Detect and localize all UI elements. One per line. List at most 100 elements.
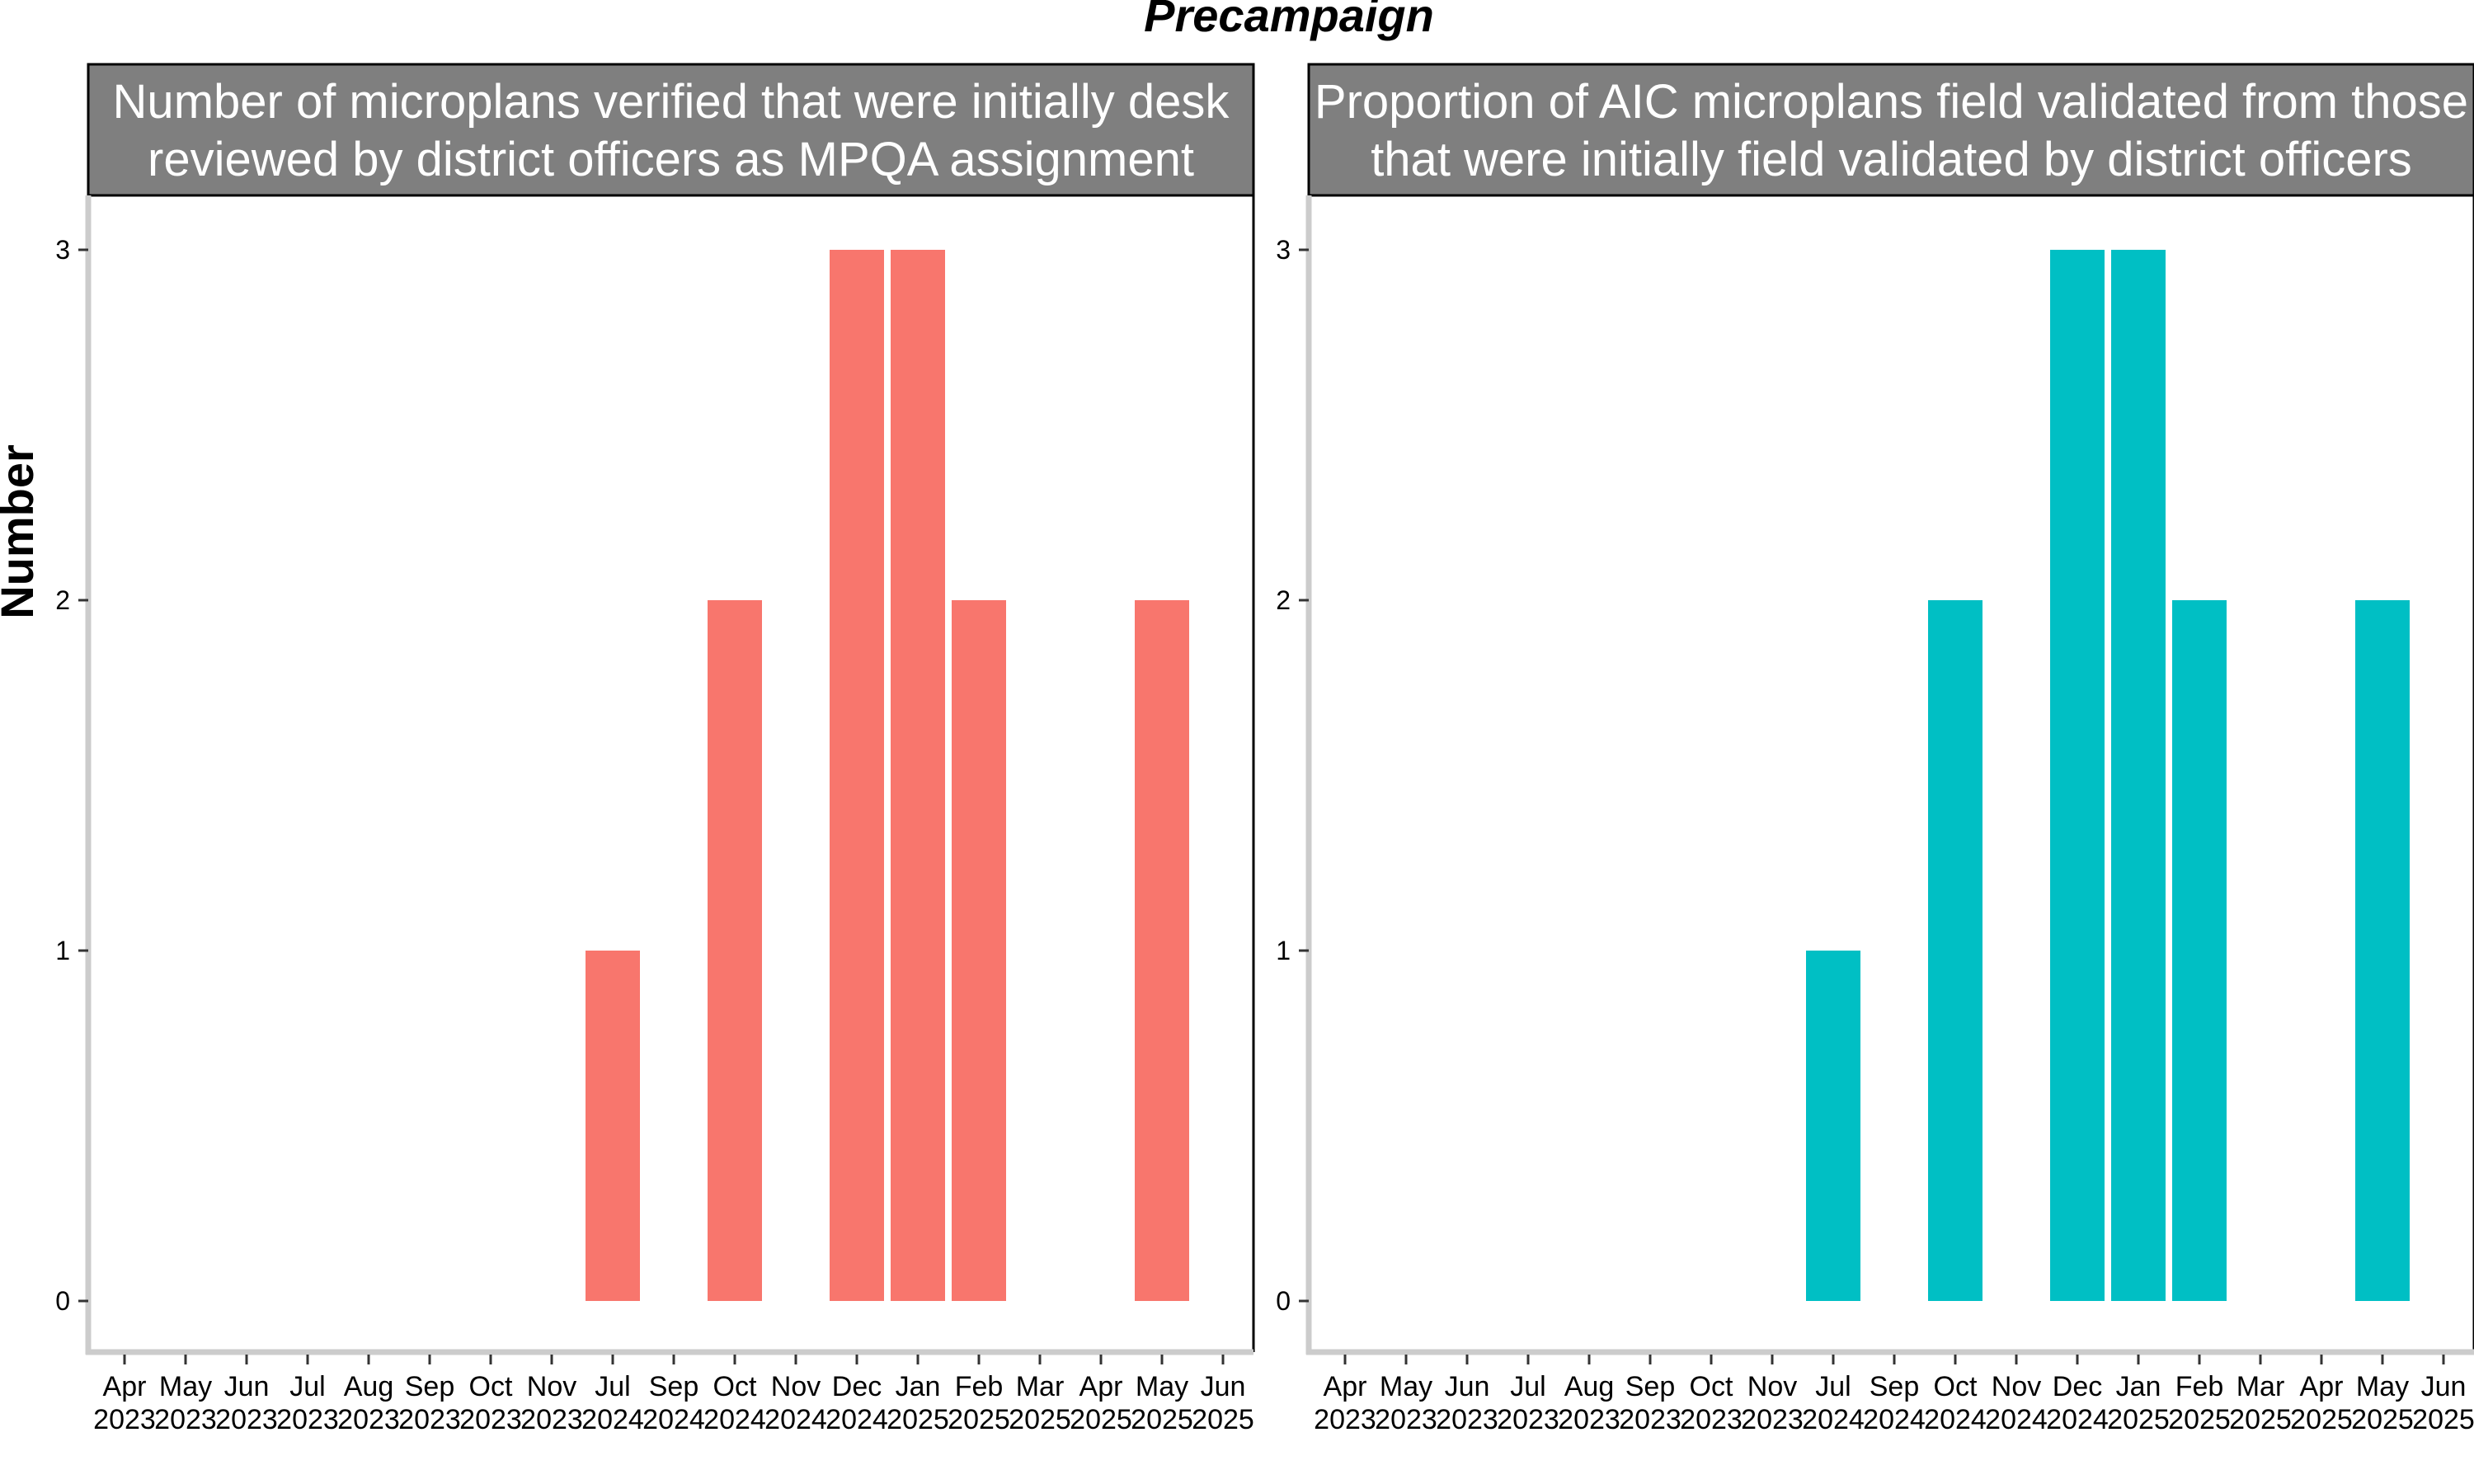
y-tick-label: 3 bbox=[1276, 235, 1291, 265]
facet-panel-2: Proportion of AIC microplans field valid… bbox=[1276, 63, 2474, 1435]
x-tick-label-year: 2023 bbox=[1558, 1404, 1620, 1435]
x-tick-label-year: 2023 bbox=[337, 1404, 400, 1435]
x-tick-label-year: 2023 bbox=[93, 1404, 156, 1435]
x-tick-label-month: Sep bbox=[649, 1371, 699, 1402]
x-tick-label-month: Mar bbox=[1016, 1371, 1065, 1402]
bar-jul-2024 bbox=[1806, 951, 1860, 1301]
x-tick-label-month: Jan bbox=[896, 1371, 941, 1402]
y-tick-label: 2 bbox=[55, 585, 70, 615]
x-tick-label-month: Apr bbox=[103, 1371, 147, 1402]
bar-jan-2025 bbox=[891, 250, 945, 1301]
facet-strip bbox=[1307, 63, 2474, 197]
x-tick-label-year: 2023 bbox=[1619, 1404, 1681, 1435]
x-tick-label-month: Jul bbox=[1815, 1371, 1851, 1402]
x-tick-label-month: Dec bbox=[832, 1371, 882, 1402]
x-tick-label-year: 2025 bbox=[2107, 1404, 2170, 1435]
x-tick-label-year: 2023 bbox=[1314, 1404, 1376, 1435]
facet-title-line: Number of microplans verified that were … bbox=[113, 75, 1230, 129]
x-tick-label-month: Oct bbox=[1690, 1371, 1733, 1402]
x-tick-label-month: Sep bbox=[1625, 1371, 1676, 1402]
bar-dec-2024 bbox=[830, 250, 884, 1301]
x-tick-label-month: Nov bbox=[771, 1371, 821, 1402]
x-tick-label-year: 2023 bbox=[276, 1404, 339, 1435]
y-tick-label: 2 bbox=[1276, 585, 1291, 615]
x-tick-label-month: Nov bbox=[527, 1371, 576, 1402]
x-tick-label-year: 2023 bbox=[1436, 1404, 1498, 1435]
x-tick-label-year: 2024 bbox=[1924, 1404, 1987, 1435]
bar-dec-2024 bbox=[2050, 250, 2105, 1301]
bar-may-2025 bbox=[2355, 600, 2410, 1301]
x-tick-label-year: 2024 bbox=[642, 1404, 705, 1435]
x-tick-label-year: 2024 bbox=[1802, 1404, 1865, 1435]
x-tick-label-year: 2023 bbox=[154, 1404, 217, 1435]
x-tick-label-month: Mar bbox=[2236, 1371, 2285, 1402]
x-tick-label-month: Sep bbox=[1870, 1371, 1920, 1402]
bar-may-2025 bbox=[1135, 600, 1189, 1301]
x-tick-label-year: 2023 bbox=[459, 1404, 522, 1435]
x-tick-label-year: 2023 bbox=[1741, 1404, 1804, 1435]
x-tick-label-year: 2025 bbox=[2168, 1404, 2231, 1435]
x-tick-label-year: 2024 bbox=[825, 1404, 888, 1435]
x-tick-label-month: Jun bbox=[1201, 1371, 1246, 1402]
x-tick-label-month: Jul bbox=[595, 1371, 630, 1402]
x-tick-label-year: 2023 bbox=[215, 1404, 278, 1435]
x-tick-label-month: Aug bbox=[344, 1371, 394, 1402]
x-tick-label-month: Jan bbox=[2116, 1371, 2161, 1402]
x-tick-label-month: Sep bbox=[405, 1371, 455, 1402]
x-tick-label-year: 2024 bbox=[581, 1404, 644, 1435]
x-tick-label-month: Apr bbox=[1079, 1371, 1123, 1402]
facet-panel-1: Number of microplans verified that were … bbox=[55, 63, 1255, 1435]
x-tick-label-month: Feb bbox=[955, 1371, 1004, 1402]
x-tick-label-month: Jun bbox=[1445, 1371, 1490, 1402]
x-tick-label-month: May bbox=[1136, 1371, 1188, 1402]
x-tick-label-year: 2023 bbox=[398, 1404, 461, 1435]
x-tick-label-year: 2025 bbox=[887, 1404, 949, 1435]
bar-oct-2024 bbox=[708, 600, 762, 1301]
x-tick-label-year: 2025 bbox=[2229, 1404, 2292, 1435]
x-tick-label-year: 2023 bbox=[520, 1404, 583, 1435]
x-tick-label-year: 2023 bbox=[1680, 1404, 1743, 1435]
x-tick-label-month: Nov bbox=[1747, 1371, 1797, 1402]
chart-title: Precampaign bbox=[1144, 0, 1434, 41]
x-tick-label-month: May bbox=[1380, 1371, 1432, 1402]
x-tick-label-month: Oct bbox=[1934, 1371, 1978, 1402]
x-tick-label-month: Jul bbox=[1510, 1371, 1545, 1402]
x-tick-label-year: 2025 bbox=[1131, 1404, 1193, 1435]
x-tick-label-month: May bbox=[2356, 1371, 2409, 1402]
x-tick-label-year: 2024 bbox=[703, 1404, 766, 1435]
x-tick-label-month: Jun bbox=[2421, 1371, 2467, 1402]
x-tick-label-month: Jul bbox=[289, 1371, 325, 1402]
facet-title-line: that were initially field validated by d… bbox=[1371, 133, 2412, 186]
x-tick-label-year: 2024 bbox=[1985, 1404, 2048, 1435]
x-tick-label-month: Oct bbox=[713, 1371, 757, 1402]
facet-panels: Number of microplans verified that were … bbox=[55, 63, 2474, 1435]
x-tick-label-year: 2025 bbox=[1192, 1404, 1254, 1435]
x-tick-label-month: May bbox=[159, 1371, 212, 1402]
x-tick-label-year: 2025 bbox=[2290, 1404, 2353, 1435]
x-tick-label-month: Apr bbox=[2300, 1371, 2344, 1402]
y-tick-label: 0 bbox=[1276, 1286, 1291, 1316]
bar-jan-2025 bbox=[2111, 250, 2166, 1301]
x-tick-label-year: 2025 bbox=[948, 1404, 1010, 1435]
x-tick-label-year: 2023 bbox=[1497, 1404, 1559, 1435]
x-tick-label-month: Aug bbox=[1564, 1371, 1615, 1402]
x-tick-label-month: Oct bbox=[469, 1371, 513, 1402]
x-tick-label-month: Dec bbox=[2053, 1371, 2102, 1402]
y-tick-label: 0 bbox=[55, 1286, 70, 1316]
y-axis-label: Number bbox=[0, 444, 43, 619]
x-tick-label-year: 2025 bbox=[2412, 1404, 2474, 1435]
x-tick-label-month: Jun bbox=[224, 1371, 270, 1402]
x-tick-label-year: 2025 bbox=[2351, 1404, 2414, 1435]
facet-title-line: reviewed by district officers as MPQA as… bbox=[148, 133, 1194, 186]
y-tick-label: 1 bbox=[1276, 936, 1291, 965]
bar-feb-2025 bbox=[2172, 600, 2227, 1301]
facet-title-line: Proportion of AIC microplans field valid… bbox=[1315, 75, 2468, 129]
facet-strip bbox=[87, 63, 1255, 197]
x-tick-label-year: 2025 bbox=[1009, 1404, 1071, 1435]
x-tick-label-year: 2024 bbox=[2046, 1404, 2109, 1435]
x-tick-label-year: 2025 bbox=[1070, 1404, 1132, 1435]
bar-jul-2024 bbox=[586, 951, 640, 1301]
y-tick-label: 1 bbox=[55, 936, 70, 965]
bar-feb-2025 bbox=[952, 600, 1006, 1301]
